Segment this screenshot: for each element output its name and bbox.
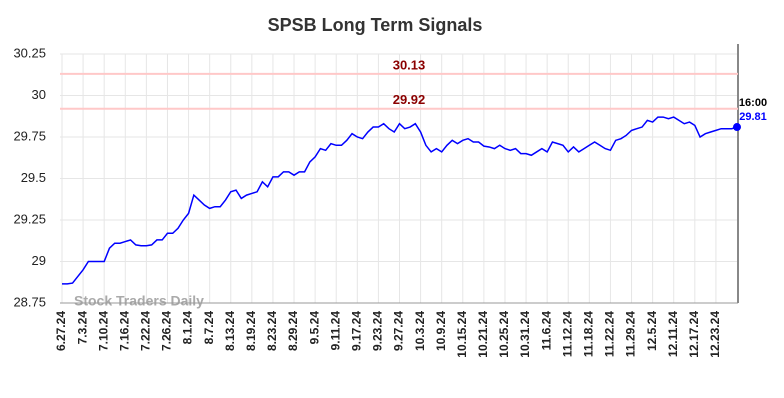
x-tick-label: 8.13.24 [223, 311, 237, 351]
y-tick-label: 30.25 [13, 45, 46, 60]
x-tick-label: 12.23.24 [708, 311, 722, 358]
watermark: Stock Traders Daily [74, 293, 204, 309]
x-tick-label: 7.26.24 [160, 311, 174, 351]
x-tick-label: 11.22.24 [603, 311, 617, 357]
x-tick-label: 7.16.24 [117, 311, 131, 351]
grid-layer [60, 53, 738, 304]
x-tick-label: 11.18.24 [582, 311, 596, 357]
reference-label: 29.92 [393, 92, 426, 107]
x-tick-label: 7.10.24 [96, 311, 110, 351]
x-tick-label: 10.9.24 [434, 311, 448, 351]
x-tick-label: 9.17.24 [349, 311, 363, 351]
x-tick-label: 12.5.24 [645, 311, 659, 351]
x-tick-label: 9.11.24 [328, 311, 342, 351]
last-time: 16:00 [739, 97, 767, 109]
x-tick-label: 9.23.24 [371, 311, 385, 351]
x-tick-label: 10.15.24 [455, 311, 469, 358]
y-tick-label: 30 [32, 87, 46, 102]
y-tick-label: 29 [32, 253, 46, 268]
y-tick-label: 29.25 [13, 211, 46, 226]
last-point [733, 123, 741, 132]
x-tick-label: 8.7.24 [202, 311, 216, 345]
price-line [62, 116, 738, 285]
x-tick-label: 9.27.24 [392, 311, 406, 351]
y-tick-label: 29.75 [13, 128, 46, 143]
x-tick-label: 6.27.24 [54, 311, 68, 351]
x-tick-label: 11.29.24 [624, 311, 638, 357]
x-tick-label: 7.3.24 [75, 311, 89, 345]
x-tick-label: 11.6.24 [539, 311, 553, 351]
x-tick-label: 8.19.24 [244, 311, 258, 351]
x-tick-label: 8.29.24 [286, 311, 300, 351]
x-tick-label: 10.25.24 [497, 311, 511, 358]
last-value: 29.81 [739, 111, 767, 123]
x-tick-label: 10.31.24 [518, 311, 532, 358]
x-tick-label: 8.23.24 [265, 311, 279, 351]
y-tick-label: 29.5 [21, 170, 46, 185]
x-tick-label: 7.22.24 [139, 311, 153, 351]
y-tick-label: 28.75 [13, 294, 46, 309]
x-tick-label: 9.5.24 [307, 311, 321, 345]
reference-label: 30.13 [393, 57, 426, 72]
x-tick-label: 10.21.24 [476, 311, 490, 358]
x-tick-label: 10.3.24 [413, 311, 427, 351]
x-tick-label: 12.11.24 [666, 311, 680, 357]
x-tick-label: 12.17.24 [687, 311, 701, 358]
chart-title: SPSB Long Term Signals [268, 15, 483, 35]
x-tick-label: 11.12.24 [560, 311, 574, 357]
x-tick-label: 8.1.24 [181, 311, 195, 345]
